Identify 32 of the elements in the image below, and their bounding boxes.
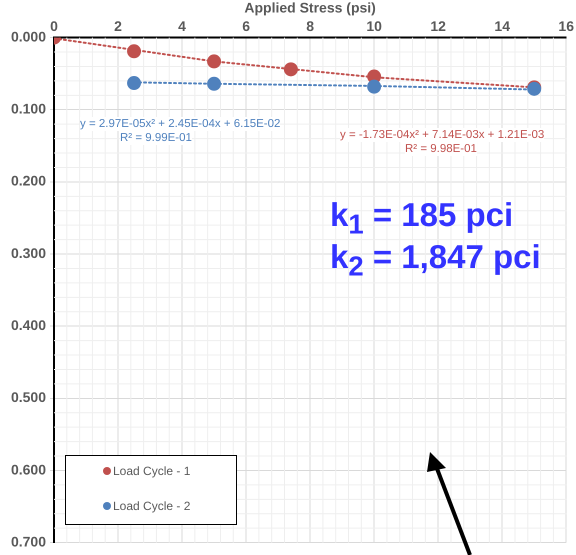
annotation: y = 2.97E-05x² + 2.45E-04x + 6.15E-02 <box>80 117 280 131</box>
point <box>207 76 222 91</box>
x-tick-label: 6 <box>242 18 250 34</box>
annotation: k$_{2}$ = 1,847 pci <box>330 238 541 283</box>
y-tick-label: 0.300 <box>10 244 46 261</box>
annotation: R² = 9.98E-01 <box>405 142 477 156</box>
x-tick-label: 2 <box>114 18 122 34</box>
x-tick-label: 12 <box>430 18 446 34</box>
point <box>367 80 382 94</box>
y-tick-label: 0.000 <box>10 28 46 44</box>
point <box>284 62 298 76</box>
x-tick-label: 8 <box>306 18 314 34</box>
x-tick-label: 14 <box>494 18 510 34</box>
y-tick-label: 0.400 <box>10 317 46 334</box>
y-tick-label: 0.700 <box>10 533 46 550</box>
x-tick-label: 16 <box>558 18 574 34</box>
x-tick-label: 0 <box>50 18 58 34</box>
legend-label: Load Cycle - 2 <box>113 499 190 513</box>
y-tick-label: 0.200 <box>10 172 46 189</box>
y-tick-label: 0.600 <box>10 461 46 478</box>
y-tick-label: 0.100 <box>10 100 46 117</box>
y-tick-label: 0.500 <box>10 389 46 406</box>
point <box>127 44 142 58</box>
x-tick-label: 4 <box>178 18 186 34</box>
legend-label: Load Cycle - 1 <box>113 464 190 478</box>
x-tick-label: 10 <box>366 18 382 34</box>
annotation: y = -1.73E-04x² + 7.14E-03x + 1.21E-03 <box>340 128 544 142</box>
annotation: k$_{1}$ = 185 pci <box>330 196 514 240</box>
x-axis-title: Applied Stress (psi) <box>244 0 376 16</box>
point <box>127 76 142 90</box>
point <box>207 54 222 68</box>
annotation: R² = 9.99E-01 <box>120 131 192 145</box>
